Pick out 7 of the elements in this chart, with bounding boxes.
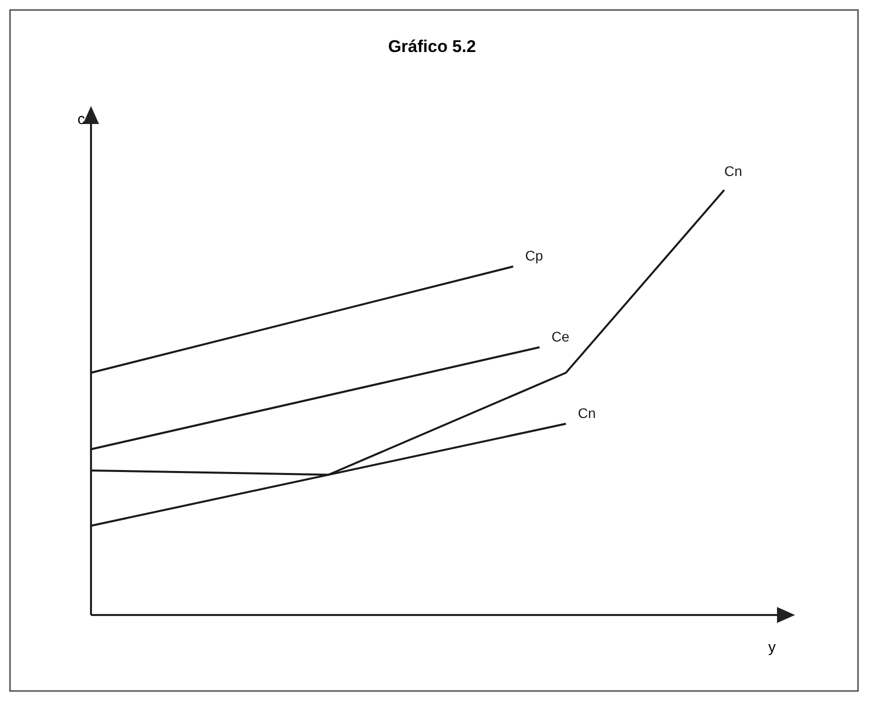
series-label: Cn <box>724 163 742 179</box>
series-label: Ce <box>552 328 570 344</box>
series-label: Cn <box>578 404 596 421</box>
series-label: Cp <box>525 248 544 264</box>
x-axis-title: y <box>768 639 776 656</box>
y-axis-title: c <box>78 111 86 128</box>
chart-title: Gráfico 5.2 <box>388 37 476 56</box>
